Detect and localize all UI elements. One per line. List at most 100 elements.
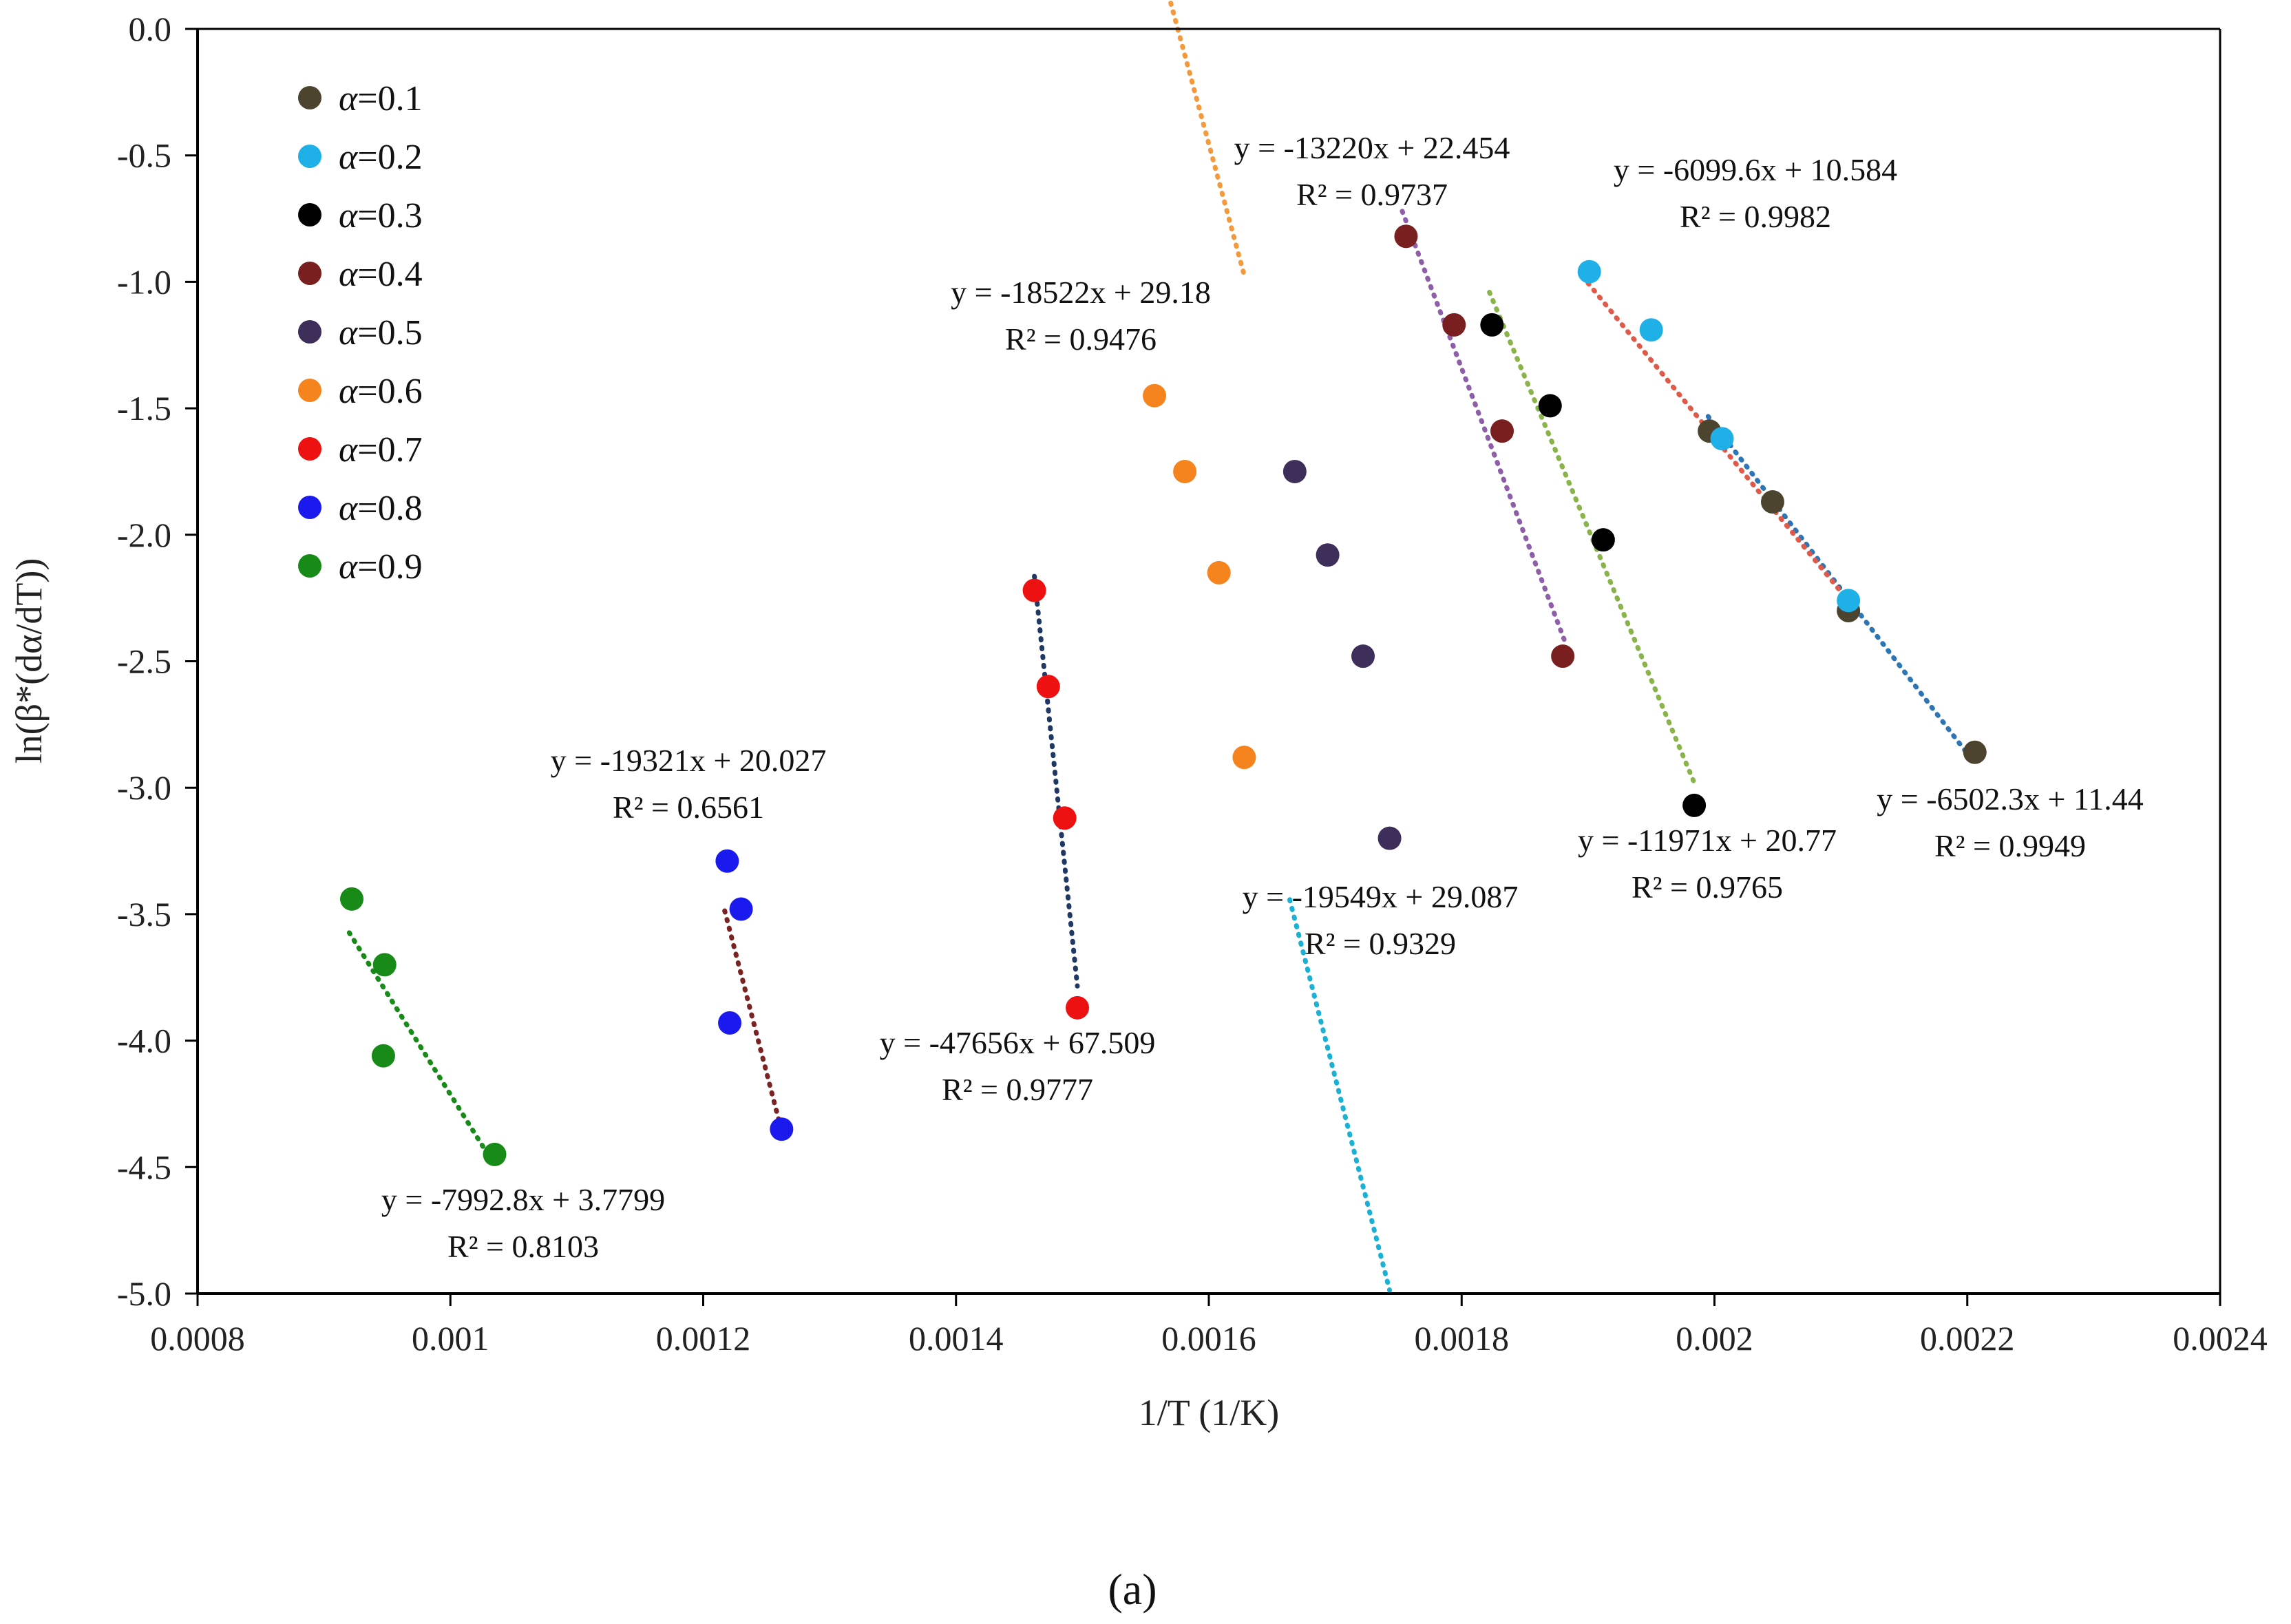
data-point	[1710, 427, 1734, 451]
data-point	[1551, 644, 1575, 668]
legend-alpha-value: =0.6	[357, 372, 422, 411]
trendline-equation: y = -18522x + 29.18	[951, 275, 1211, 310]
x-tick-label: 0.0016	[1161, 1319, 1256, 1358]
data-point	[1682, 793, 1707, 817]
legend-label: α=0.2	[339, 138, 423, 177]
legend-alpha-symbol: α	[339, 138, 359, 177]
y-tick-label: -4.5	[117, 1148, 171, 1186]
y-tick-label: -2.5	[117, 642, 171, 681]
legend-marker	[298, 554, 321, 578]
trendline-equation: y = -11971x + 20.77	[1578, 823, 1837, 858]
legend-label: α=0.1	[339, 79, 423, 118]
x-ticks: 0.0008 0.001 0.0012 0.0014 0.0016 0.0018 0.002…	[150, 1294, 2268, 1358]
legend-marker	[298, 86, 321, 109]
legend-alpha-value: =0.8	[357, 489, 422, 528]
trendline-equation: y = -47656x + 67.509	[880, 1025, 1156, 1060]
trendline-equation: y = -6099.6x + 10.584	[1614, 152, 1897, 187]
x-tick-label: 0.002	[1676, 1319, 1753, 1358]
legend-label: α=0.4	[339, 255, 423, 294]
legend-marker	[298, 145, 321, 168]
figure-caption: (a)	[1108, 1565, 1157, 1614]
data-point	[1377, 826, 1402, 850]
y-tick-label: 0.0	[129, 10, 172, 48]
data-point	[1232, 746, 1256, 770]
legend-alpha-symbol: α	[339, 489, 359, 528]
data-point	[372, 953, 397, 977]
legend-alpha-value: =0.9	[357, 547, 422, 587]
trendline-r-squared: R² = 0.9777	[942, 1072, 1093, 1107]
legend-alpha-value: =0.2	[357, 138, 422, 177]
data-point	[770, 1117, 794, 1141]
legend: α=0.1α=0.2α=0.3α=0.4α=0.5α=0.6α=0.7α=0.8…	[298, 79, 423, 587]
y-ticks: 0.0 -0.5 -1.0 -1.5 -2.0 -2.5 -3.0 -3.5 -4.0 -4.5 -…	[117, 10, 198, 1313]
trendline-equation: y = -13220x + 22.454	[1234, 130, 1510, 165]
legend-alpha-symbol: α	[339, 79, 359, 118]
legend-marker	[298, 496, 321, 519]
data-point	[1639, 318, 1663, 342]
x-axis-title: 1/T (1/K)	[1139, 1392, 1279, 1433]
x-tick-label: 0.0024	[2173, 1319, 2268, 1358]
data-points	[340, 224, 1987, 1166]
legend-marker	[298, 320, 321, 344]
data-point	[715, 849, 739, 873]
y-tick-label: -1.0	[117, 262, 171, 301]
legend-label: α=0.7	[339, 430, 423, 470]
trendline-equation: y = -6502.3x + 11.44	[1877, 781, 2144, 816]
data-point	[371, 1044, 395, 1068]
trendline-r-squared: R² = 0.9765	[1632, 869, 1783, 905]
legend-alpha-symbol: α	[339, 255, 359, 294]
legend-alpha-value: =0.5	[357, 313, 422, 352]
x-tick-label: 0.0018	[1415, 1319, 1510, 1358]
data-point	[1022, 578, 1046, 602]
x-tick-label: 0.0012	[656, 1319, 751, 1358]
data-point	[1591, 528, 1615, 552]
y-tick-label: -4.0	[117, 1022, 171, 1060]
legend-label: α=0.6	[339, 372, 423, 411]
trendline-r-squared: R² = 0.9737	[1296, 177, 1448, 212]
legend-alpha-value: =0.1	[357, 79, 422, 118]
y-tick-label: -2.0	[117, 516, 171, 554]
data-point	[718, 1011, 742, 1035]
legend-label: α=0.8	[339, 489, 423, 528]
legend-alpha-value: =0.4	[357, 255, 422, 294]
data-point	[1963, 740, 1987, 764]
trendline-r-squared: R² = 0.8103	[447, 1229, 599, 1264]
y-tick-label: -5.0	[117, 1274, 171, 1313]
data-point	[1053, 806, 1077, 830]
data-point	[1036, 675, 1060, 699]
trendline-equation: y = -7992.8x + 3.7799	[381, 1182, 665, 1217]
legend-alpha-symbol: α	[339, 313, 359, 352]
y-tick-label: -3.5	[117, 895, 171, 934]
y-tick-label: -3.0	[117, 768, 171, 807]
legend-marker	[298, 203, 321, 226]
data-point	[1282, 459, 1307, 483]
legend-label: α=0.3	[339, 196, 423, 235]
trendline	[1400, 209, 1568, 645]
data-point	[1480, 313, 1504, 337]
data-point	[729, 897, 753, 921]
data-point	[1173, 459, 1197, 483]
legend-label: α=0.5	[339, 313, 423, 352]
trendline-r-squared: R² = 0.9476	[1005, 321, 1157, 357]
trendline-r-squared: R² = 0.9982	[1680, 199, 1831, 234]
y-tick-label: -1.5	[117, 389, 171, 428]
data-point	[1490, 419, 1514, 443]
legend-alpha-symbol: α	[339, 196, 359, 235]
data-point	[340, 887, 364, 911]
legend-marker	[298, 262, 321, 285]
trendline	[1167, 0, 1247, 278]
data-point	[1442, 313, 1466, 337]
data-point	[1143, 383, 1167, 408]
data-point	[1577, 260, 1601, 284]
plot-area	[198, 29, 2220, 1294]
data-point	[1207, 560, 1231, 584]
legend-alpha-value: =0.7	[357, 430, 422, 470]
trendline	[1032, 573, 1080, 989]
trendline-equation: y = -19549x + 29.087	[1243, 879, 1519, 914]
trendline-r-squared: R² = 0.9329	[1305, 926, 1456, 961]
trendline-equation: y = -19321x + 20.027	[551, 743, 827, 778]
data-point	[1837, 589, 1861, 613]
legend-alpha-value: =0.3	[357, 196, 422, 235]
trendline-r-squared: R² = 0.6561	[613, 790, 764, 825]
